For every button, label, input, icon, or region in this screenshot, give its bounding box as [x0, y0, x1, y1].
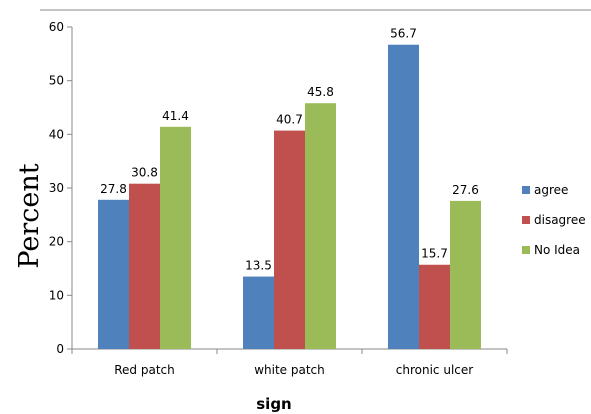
y-tick-label: 50 — [49, 74, 64, 88]
x-category-label: white patch — [254, 363, 325, 377]
legend-swatch — [522, 246, 530, 254]
bar-agree — [98, 199, 129, 349]
data-labels: 27.8 30.8 41.4 13.5 40.7 45.8 56.7 15.7 27.6 — [100, 27, 479, 273]
legend-label: agree — [534, 183, 568, 197]
legend-swatch — [522, 216, 530, 224]
legend-swatch — [522, 186, 530, 194]
bar-disagree — [129, 183, 160, 349]
bar-no-idea — [160, 126, 191, 349]
data-label: 27.8 — [100, 182, 127, 196]
x-category-label: chronic ulcer — [396, 363, 473, 377]
bar-no-idea — [450, 200, 481, 349]
data-label: 30.8 — [131, 166, 158, 180]
legend-label: disagree — [534, 213, 586, 227]
data-label: 40.7 — [276, 113, 303, 127]
x-category-label: Red patch — [114, 363, 175, 377]
y-tick-label: 60 — [49, 20, 64, 34]
bar-agree — [388, 44, 419, 350]
data-label: 13.5 — [245, 259, 272, 273]
bar-no-idea — [305, 103, 336, 349]
y-axis: 0 10 20 30 40 50 60 — [49, 20, 73, 356]
bar-disagree — [419, 264, 450, 349]
x-axis: Red patch white patch chronic ulcer — [71, 348, 508, 377]
legend: agree disagree No Idea — [522, 183, 586, 257]
y-tick-label: 40 — [49, 127, 64, 141]
y-tick-label: 30 — [49, 181, 64, 195]
data-label: 27.6 — [452, 183, 479, 197]
data-label: 41.4 — [162, 109, 189, 123]
bar-disagree — [274, 130, 305, 349]
y-axis-title: Percent — [14, 163, 45, 268]
bar-agree — [243, 276, 274, 349]
data-label: 15.7 — [421, 247, 448, 261]
x-axis-title: sign — [256, 395, 292, 413]
y-tick-label: 0 — [56, 342, 64, 356]
bars — [98, 44, 481, 350]
y-tick-label: 10 — [49, 288, 64, 302]
data-label: 45.8 — [307, 85, 334, 99]
y-tick-label: 20 — [49, 235, 64, 249]
data-label: 56.7 — [390, 27, 417, 41]
legend-label: No Idea — [534, 243, 580, 257]
